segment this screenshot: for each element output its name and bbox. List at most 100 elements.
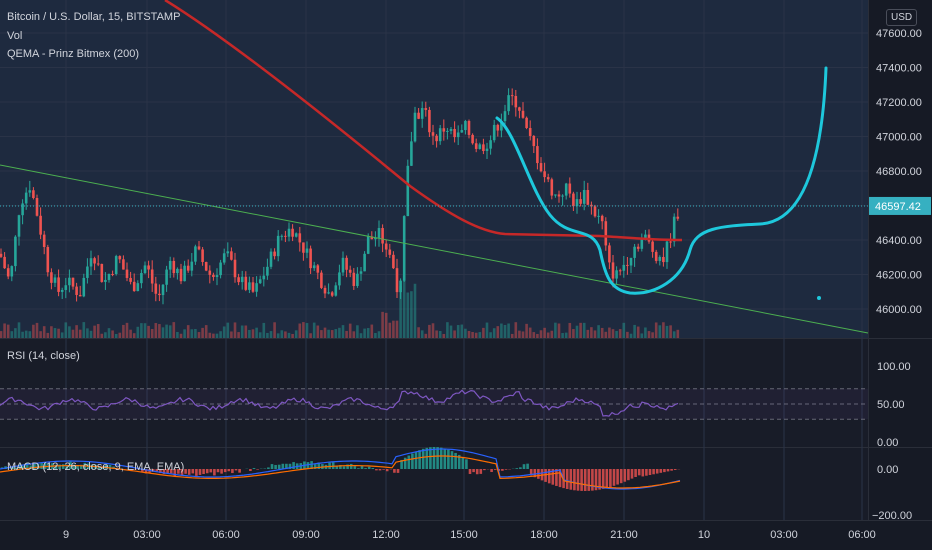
candle[interactable] xyxy=(629,257,633,266)
candle[interactable] xyxy=(258,279,262,284)
candle[interactable] xyxy=(57,277,60,292)
candle[interactable] xyxy=(330,292,334,296)
candle[interactable] xyxy=(338,272,341,286)
macd-legend[interactable]: MACD (12, 26, close, 9, EMA, EMA) xyxy=(7,461,185,473)
candle[interactable] xyxy=(363,253,366,272)
candle[interactable] xyxy=(406,165,410,217)
symbol-legend[interactable]: Bitcoin / U.S. Dollar, 15, BITSTAMP xyxy=(7,11,181,23)
qema-legend[interactable]: QEMA - Prinz Bitmex (200) xyxy=(7,48,140,60)
trendline-drawing[interactable] xyxy=(0,164,869,334)
candle[interactable] xyxy=(392,254,395,269)
candle[interactable] xyxy=(17,215,21,237)
candle[interactable] xyxy=(161,284,165,296)
candle[interactable] xyxy=(449,129,453,131)
candle[interactable] xyxy=(600,215,604,222)
candle[interactable] xyxy=(525,117,528,129)
candle[interactable] xyxy=(122,259,125,270)
candle[interactable] xyxy=(528,128,532,136)
candle[interactable] xyxy=(334,285,338,296)
candle[interactable] xyxy=(676,216,680,219)
candle[interactable] xyxy=(179,268,183,282)
candle[interactable] xyxy=(521,110,525,118)
candle[interactable] xyxy=(388,249,392,255)
candle[interactable] xyxy=(201,249,204,262)
candle[interactable] xyxy=(208,270,212,275)
candle[interactable] xyxy=(10,266,14,277)
candle[interactable] xyxy=(104,279,107,282)
candle[interactable] xyxy=(129,277,132,282)
candle[interactable] xyxy=(399,280,402,293)
candle[interactable] xyxy=(381,228,384,244)
candle[interactable] xyxy=(21,203,24,216)
candle[interactable] xyxy=(269,251,273,267)
candle[interactable] xyxy=(39,215,42,235)
candle[interactable] xyxy=(460,130,464,133)
candle[interactable] xyxy=(503,111,507,122)
candle[interactable] xyxy=(374,237,377,240)
candle[interactable] xyxy=(557,194,561,197)
candle[interactable] xyxy=(626,264,629,266)
candle[interactable] xyxy=(644,234,647,239)
candle[interactable] xyxy=(442,128,446,132)
candle[interactable] xyxy=(348,269,352,273)
candle[interactable] xyxy=(172,260,176,274)
candle[interactable] xyxy=(611,262,615,279)
candle[interactable] xyxy=(32,190,35,198)
candle[interactable] xyxy=(3,256,6,269)
candle[interactable] xyxy=(474,143,478,149)
candle[interactable] xyxy=(543,171,546,178)
candle[interactable] xyxy=(370,236,374,240)
candle[interactable] xyxy=(593,206,597,217)
candle[interactable] xyxy=(582,190,586,204)
candle[interactable] xyxy=(554,194,557,196)
candle[interactable] xyxy=(50,272,53,283)
candle[interactable] xyxy=(312,265,316,269)
candle[interactable] xyxy=(640,238,644,249)
candle[interactable] xyxy=(107,273,111,280)
candle[interactable] xyxy=(485,148,489,151)
candle[interactable] xyxy=(230,251,233,260)
candle[interactable] xyxy=(428,109,431,133)
candle[interactable] xyxy=(183,265,186,282)
candle[interactable] xyxy=(212,274,215,278)
candle[interactable] xyxy=(305,248,309,253)
candle[interactable] xyxy=(500,121,503,131)
candle[interactable] xyxy=(413,112,417,142)
candle[interactable] xyxy=(518,107,521,111)
candle[interactable] xyxy=(395,268,399,293)
candle[interactable] xyxy=(168,260,172,270)
candle[interactable] xyxy=(615,270,618,279)
candle[interactable] xyxy=(665,241,669,263)
candle[interactable] xyxy=(482,144,485,151)
signal-line[interactable] xyxy=(0,455,681,489)
volume-legend[interactable]: Vol xyxy=(7,30,23,42)
candle[interactable] xyxy=(111,273,114,275)
candle[interactable] xyxy=(464,120,467,131)
candle[interactable] xyxy=(284,235,287,237)
candle[interactable] xyxy=(215,275,219,278)
candle[interactable] xyxy=(420,108,424,119)
candle[interactable] xyxy=(672,216,676,242)
candle[interactable] xyxy=(273,251,276,257)
candle[interactable] xyxy=(89,258,93,267)
candle[interactable] xyxy=(14,236,17,267)
candle[interactable] xyxy=(150,269,154,284)
candle[interactable] xyxy=(204,261,208,271)
candle[interactable] xyxy=(114,256,118,274)
time-axis[interactable] xyxy=(0,520,868,550)
candle[interactable] xyxy=(323,287,327,294)
candle[interactable] xyxy=(255,283,258,292)
candle[interactable] xyxy=(651,241,654,252)
candle[interactable] xyxy=(176,268,179,274)
candle[interactable] xyxy=(140,273,143,284)
candle[interactable] xyxy=(356,273,359,286)
candle[interactable] xyxy=(456,132,460,138)
candle[interactable] xyxy=(60,289,64,292)
candle[interactable] xyxy=(154,283,158,294)
candle[interactable] xyxy=(24,192,28,204)
candle[interactable] xyxy=(377,228,381,238)
candle[interactable] xyxy=(510,95,514,97)
candle[interactable] xyxy=(35,197,39,216)
candle[interactable] xyxy=(536,146,539,164)
